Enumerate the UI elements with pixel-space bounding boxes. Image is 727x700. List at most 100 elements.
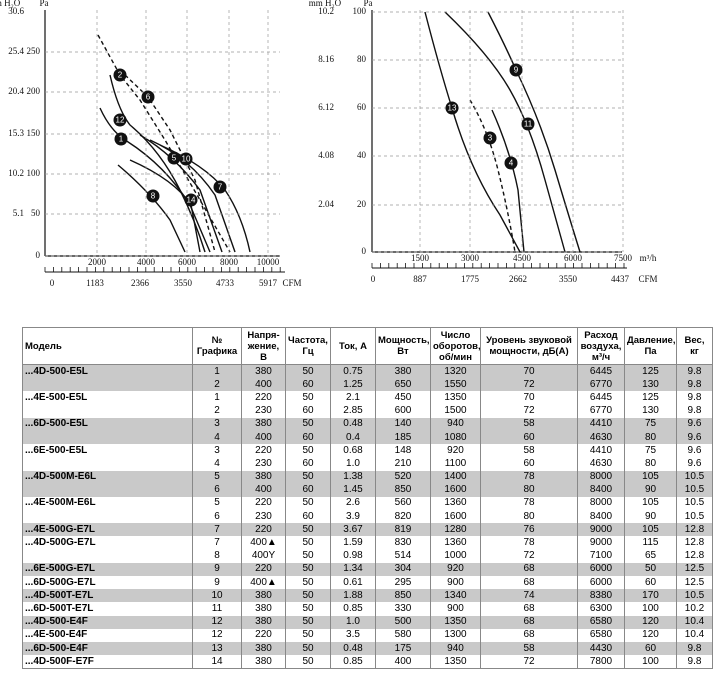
header-row: Модель № Графика Напря-жение, В Частота, Гц…	[22, 327, 713, 365]
y-tick-label: 60	[357, 102, 367, 112]
table-cell: 3.5	[330, 628, 376, 642]
table-cell: 68	[480, 602, 578, 616]
table-cell: 0.75	[330, 364, 376, 379]
table-cell: 50	[285, 628, 331, 642]
table-cell: 1080	[430, 430, 481, 445]
table-cell: 8000	[577, 470, 625, 484]
table-cell: 7	[192, 536, 242, 550]
y-unit: Pa	[40, 0, 49, 8]
model-cell: ...6D-500-E5L	[22, 417, 193, 431]
x-unit: CFM	[282, 278, 301, 288]
table-cell: 50	[285, 615, 331, 629]
y-unit: Pa	[364, 0, 373, 8]
table-cell: 12.5	[676, 562, 713, 576]
table-cell: 60	[624, 576, 677, 590]
table-row: ...6D-500G-E7L 9 400▲ 50 0.61 295 900 68 6000 60 1…	[22, 576, 713, 590]
table-cell: 60	[480, 430, 578, 445]
table-cell: 72	[480, 655, 578, 669]
table-cell: 12	[192, 628, 242, 642]
table-row: ...6D-500-E5L 3 380 50 0.48 140 940 58 4410 75 9.6	[22, 417, 713, 431]
table-cell: 105	[624, 470, 677, 484]
column-header: Число оборотов, об/мин	[430, 327, 481, 365]
table-cell: 1100	[430, 457, 481, 471]
charts: mm H₂OPa30.625.420.415.310.25.1250200150…	[0, 0, 658, 288]
column-header: Мощность, Вт	[375, 327, 431, 365]
model-cell	[22, 483, 193, 497]
y-tick-label: 40	[357, 150, 367, 160]
table-cell: 50	[285, 523, 331, 537]
table-row: ...4D-500G-E7L 7 400▲ 50 1.59 830 1360 78 9000 11…	[22, 536, 713, 550]
table-cell: 6300	[577, 602, 625, 616]
table-cell: 10.5	[676, 510, 713, 524]
table-cell: 4	[192, 457, 242, 471]
table-cell: 65	[624, 549, 677, 563]
table-cell: 514	[375, 549, 431, 563]
table-cell: 1350	[430, 655, 481, 669]
table-cell: 1600	[430, 483, 481, 497]
table-cell: 920	[430, 444, 481, 458]
model-cell: ...4E-500-E4F	[22, 628, 193, 642]
curve-marker	[504, 156, 518, 170]
table-cell: 850	[375, 483, 431, 497]
table-cell: 400	[241, 483, 286, 497]
x-tick-label: 4500	[513, 253, 532, 263]
model-cell	[22, 457, 193, 471]
table-cell: 650	[375, 378, 431, 392]
table-cell: 820	[375, 510, 431, 524]
table-cell: 50	[285, 470, 331, 484]
y-tick-label: 0	[362, 246, 367, 256]
table-cell: 6	[192, 510, 242, 524]
y-unit: mm H₂O	[0, 0, 21, 8]
table-cell: 105	[624, 523, 677, 537]
y-tick-label: 10.2	[8, 168, 24, 178]
table-cell: 600	[375, 404, 431, 418]
y-tick-label: 50	[31, 208, 41, 218]
table-cell: 4630	[577, 457, 625, 471]
x-tick-label: 1775	[461, 274, 480, 284]
model-cell: ...4D-500F-E7F	[22, 655, 193, 669]
table-cell: 140	[375, 417, 431, 431]
curve-marker	[179, 152, 193, 166]
table-row: ...6E-500G-E7L 9 220 50 1.34 304 920 68 6000 50 12…	[22, 562, 713, 576]
table-cell: 8	[192, 549, 242, 563]
table-cell: 380	[241, 364, 286, 379]
table-cell: 0.98	[330, 549, 376, 563]
table-cell: 50	[285, 549, 331, 563]
x-tick-label: 4733	[216, 278, 235, 288]
y-tick-label: 80	[357, 54, 367, 64]
table-cell: 1500	[430, 404, 481, 418]
curve-marker	[113, 113, 127, 127]
table-cell: 75	[624, 444, 677, 458]
table-cell: 130	[624, 404, 677, 418]
curve-marker	[213, 180, 227, 194]
y-tick-label: 15.3	[8, 128, 24, 138]
table-cell: 12.8	[676, 536, 713, 550]
table-cell: 50	[285, 417, 331, 431]
model-cell: ...6E-500-E5L	[22, 444, 193, 458]
table-cell: 900	[430, 576, 481, 590]
table-cell: 1350	[430, 391, 481, 405]
table-cell: 8400	[577, 510, 625, 524]
curve-label: 1	[119, 135, 124, 144]
y-tick-label: 0	[36, 250, 41, 260]
table-cell: 940	[430, 641, 481, 656]
curve-marker	[483, 131, 497, 145]
table-cell: 148	[375, 444, 431, 458]
curve-label: 12	[116, 116, 125, 125]
model-cell	[22, 549, 193, 563]
table-cell: 6445	[577, 364, 625, 379]
table-cell: 68	[480, 562, 578, 576]
table-cell: 50	[285, 589, 331, 603]
table-row: ...4E-500M-E6L 5 220 50 2.6 560 1360 78 8000 105 1…	[22, 496, 713, 511]
table-cell: 10.5	[676, 496, 713, 511]
table-cell: 6770	[577, 378, 625, 392]
column-header: Ток, А	[330, 327, 376, 365]
curve-marker	[146, 189, 160, 203]
table-row: 2 230 60 2.85 600 1500 72 6770 130 9.8	[22, 404, 713, 418]
table-cell: 7800	[577, 655, 625, 669]
table-cell: 400	[375, 655, 431, 669]
table-cell: 80	[480, 510, 578, 524]
table-cell: 380	[241, 655, 286, 669]
table-cell: 115	[624, 536, 677, 550]
x-tick-label: 0	[371, 274, 376, 284]
